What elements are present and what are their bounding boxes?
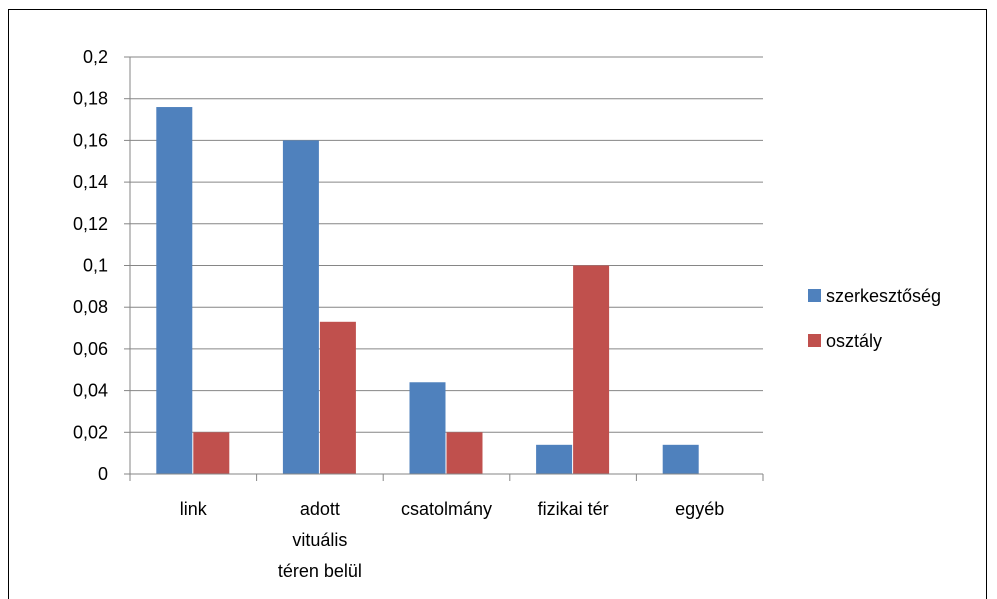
bar-osztaly bbox=[446, 432, 483, 474]
legend-label: osztály bbox=[826, 331, 882, 351]
bar-szerkesztoseg bbox=[662, 444, 699, 474]
y-tick-label: 0,16 bbox=[73, 130, 108, 150]
bar-osztaly bbox=[319, 321, 356, 474]
bar-osztaly bbox=[193, 432, 230, 474]
y-axis-ticks: 0 0,02 0,04 0,06 0,08 0,1 0,12 0,14 0,16 0,18 0,2 bbox=[73, 47, 108, 484]
legend-label: szerkesztőség bbox=[826, 286, 941, 306]
bar-szerkesztoseg bbox=[156, 107, 193, 474]
y-tick-label: 0,12 bbox=[73, 214, 108, 234]
legend-swatch bbox=[808, 334, 821, 347]
y-tick-label: 0,02 bbox=[73, 422, 108, 442]
x-category-label: link bbox=[180, 499, 208, 519]
x-category-label: egyéb bbox=[675, 499, 724, 519]
bar-szerkesztoseg bbox=[409, 382, 446, 474]
y-tick-label: 0,04 bbox=[73, 381, 108, 401]
legend-swatch bbox=[808, 289, 821, 302]
x-category-label: adott vituális téren belül bbox=[278, 499, 362, 581]
y-tick-label: 0,2 bbox=[83, 47, 108, 67]
bar-osztaly bbox=[573, 265, 610, 474]
y-tick-label: 0 bbox=[98, 464, 108, 484]
y-tick-label: 0,14 bbox=[73, 172, 108, 192]
y-tick-label: 0,08 bbox=[73, 297, 108, 317]
y-tick-label: 0,18 bbox=[73, 89, 108, 109]
y-tick-label: 0,1 bbox=[83, 256, 108, 276]
x-category-label: fizikai tér bbox=[538, 499, 609, 519]
x-axis-labels: link adott vituális téren belül csatolmány fi… bbox=[180, 499, 724, 581]
legend: szerkesztőség osztály bbox=[808, 286, 941, 351]
x-axis bbox=[124, 56, 764, 481]
x-category-label: csatolmány bbox=[401, 499, 492, 519]
bars bbox=[156, 107, 699, 474]
bar-szerkesztoseg bbox=[282, 140, 319, 474]
gridlines bbox=[130, 56, 763, 433]
bar-szerkesztoseg bbox=[536, 444, 573, 474]
y-tick-label: 0,06 bbox=[73, 339, 108, 359]
